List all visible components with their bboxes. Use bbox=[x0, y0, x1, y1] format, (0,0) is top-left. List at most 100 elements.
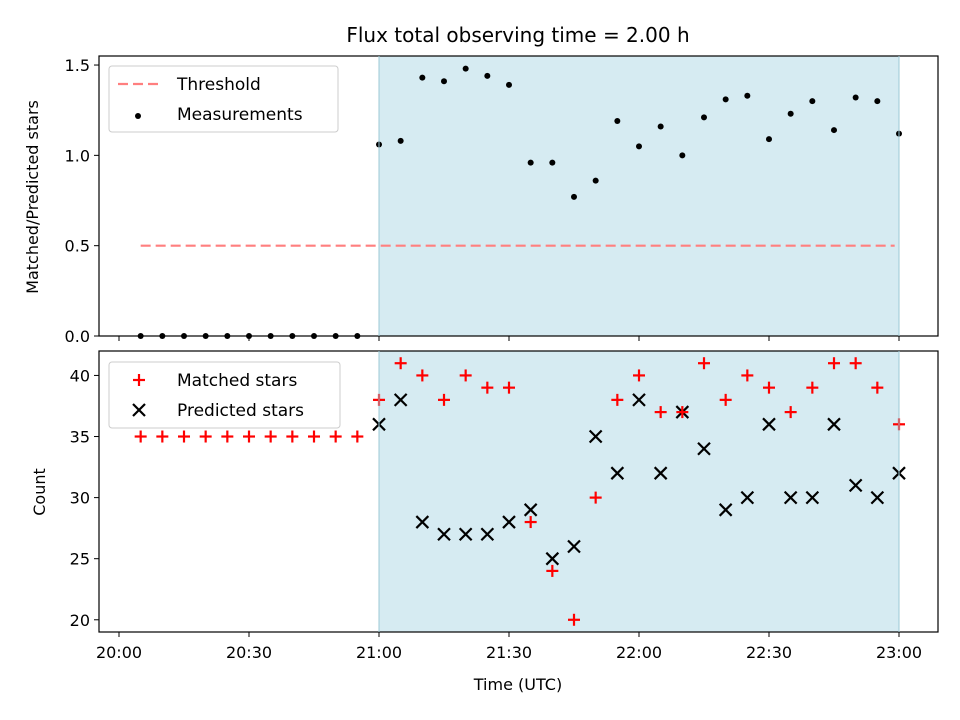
matched-star-point bbox=[546, 564, 559, 577]
matched-star-point bbox=[481, 381, 494, 394]
x-tick-label: 23:00 bbox=[876, 643, 922, 662]
bottom-x-ticks: 20:00 20:30 21:00 21:30 22:00 22:30 23:00 bbox=[96, 632, 922, 662]
matched-star-point bbox=[763, 381, 775, 394]
matched-star-point bbox=[654, 406, 667, 419]
predicted-star-point bbox=[848, 478, 863, 493]
matched-star-point bbox=[243, 430, 255, 443]
legend-measurements-swatch bbox=[135, 113, 141, 119]
measurement-point bbox=[636, 143, 642, 150]
legend-matched-label: Matched stars bbox=[177, 371, 297, 391]
matched-star-point bbox=[698, 357, 710, 370]
bottom-legend: Matched stars Predicted stars bbox=[108, 361, 341, 429]
matched-star-point bbox=[134, 430, 147, 443]
y-tick-label: 1.5 bbox=[65, 56, 90, 75]
bottom-y-ticks: 20 25 30 35 40 bbox=[70, 366, 99, 630]
predicted-star-point bbox=[437, 527, 451, 542]
measurement-point bbox=[462, 65, 469, 72]
x-tick-label: 22:30 bbox=[746, 643, 792, 662]
measurement-point bbox=[701, 114, 707, 121]
predicted-star-point bbox=[718, 503, 733, 517]
measurement-point bbox=[679, 152, 686, 159]
matched-stars-points bbox=[134, 357, 905, 626]
y-tick-label: 0.5 bbox=[65, 237, 90, 256]
predicted-star-point bbox=[870, 490, 885, 505]
legend-measurements-label: Measurements bbox=[177, 105, 303, 125]
y-tick-label: 40 bbox=[70, 366, 90, 385]
matched-star-point bbox=[394, 357, 407, 370]
matched-star-point bbox=[633, 369, 645, 382]
matched-star-point bbox=[589, 491, 602, 504]
legend-matched-swatch bbox=[133, 374, 145, 386]
matched-star-point bbox=[568, 613, 580, 626]
matched-star-point bbox=[308, 430, 320, 443]
matched-star-point bbox=[719, 393, 732, 406]
y-tick-label: 35 bbox=[70, 428, 90, 447]
top-y-axis-label: Matched/Predicted stars bbox=[23, 100, 42, 294]
x-tick-label: 20:30 bbox=[226, 643, 272, 662]
matched-star-point bbox=[286, 430, 299, 443]
bottom-axes-frame bbox=[98, 350, 939, 633]
measurement-point bbox=[441, 78, 447, 85]
measurement-point bbox=[831, 127, 837, 134]
bottom-panel: 20 25 30 35 40 20:00 20:30 21:00 21:30 22:00 22:3… bbox=[30, 350, 939, 694]
top-x-ticks bbox=[118, 336, 900, 341]
measurement-point bbox=[397, 137, 404, 144]
measurement-point bbox=[614, 118, 621, 125]
predicted-star-point bbox=[740, 490, 755, 505]
bottom-y-axis-label: Count bbox=[30, 468, 49, 516]
predicted-star-point bbox=[502, 515, 516, 529]
matched-star-point bbox=[849, 357, 862, 370]
predicted-star-point bbox=[523, 503, 538, 517]
predicted-star-point bbox=[610, 466, 625, 480]
top-panel: 0.0 0.5 1.0 1.5 Matched/Predicted stars Thr… bbox=[23, 55, 939, 346]
y-tick-label: 0.0 bbox=[65, 327, 90, 346]
predicted-star-point bbox=[805, 490, 820, 505]
matched-star-point bbox=[416, 369, 429, 382]
bottom-legend-box bbox=[108, 361, 341, 429]
measurement-point bbox=[722, 96, 729, 103]
measurement-point bbox=[657, 123, 664, 130]
x-tick-label: 21:00 bbox=[356, 643, 402, 662]
predicted-star-point bbox=[393, 393, 408, 407]
top-legend: Threshold Measurements bbox=[108, 65, 339, 133]
matched-star-point bbox=[264, 430, 277, 443]
measurement-point bbox=[787, 110, 794, 117]
predicted-stars-points bbox=[372, 393, 906, 566]
measurement-point bbox=[592, 177, 599, 184]
matched-star-point bbox=[611, 393, 624, 406]
matched-star-point bbox=[503, 381, 515, 394]
measurement-point bbox=[419, 74, 426, 81]
top-legend-box bbox=[108, 65, 339, 133]
predicted-star-point bbox=[783, 490, 798, 505]
predicted-star-point bbox=[762, 417, 776, 432]
predicted-star-point bbox=[697, 441, 711, 456]
x-tick-label: 22:00 bbox=[616, 643, 662, 662]
legend-threshold-label: Threshold bbox=[176, 75, 261, 95]
bottom-shaded-region bbox=[379, 351, 899, 632]
matched-star-point bbox=[459, 369, 472, 382]
y-tick-label: 30 bbox=[70, 489, 90, 508]
predicted-star-point bbox=[827, 417, 841, 432]
predicted-star-point bbox=[545, 551, 560, 566]
predicted-star-point bbox=[653, 466, 668, 480]
matched-star-point bbox=[676, 406, 689, 419]
predicted-star-point bbox=[415, 515, 430, 529]
predicted-star-point bbox=[588, 429, 603, 444]
matched-star-point bbox=[806, 381, 819, 394]
matched-star-point bbox=[156, 430, 169, 443]
predicted-star-point bbox=[480, 527, 495, 542]
measurement-point bbox=[874, 98, 881, 105]
matched-star-point bbox=[524, 516, 537, 529]
top-axes-frame bbox=[98, 55, 939, 337]
measurement-point bbox=[766, 136, 772, 143]
measurement-point bbox=[527, 159, 534, 166]
predicted-star-point bbox=[632, 393, 646, 407]
measurement-point bbox=[744, 92, 751, 99]
matched-star-point bbox=[828, 357, 840, 370]
chart-title: Flux total observing time = 2.00 h bbox=[346, 23, 689, 47]
top-y-ticks: 0.0 0.5 1.0 1.5 bbox=[65, 56, 99, 346]
x-tick-label: 21:30 bbox=[486, 643, 532, 662]
matched-star-point bbox=[329, 430, 342, 443]
predicted-star-point bbox=[458, 527, 473, 542]
